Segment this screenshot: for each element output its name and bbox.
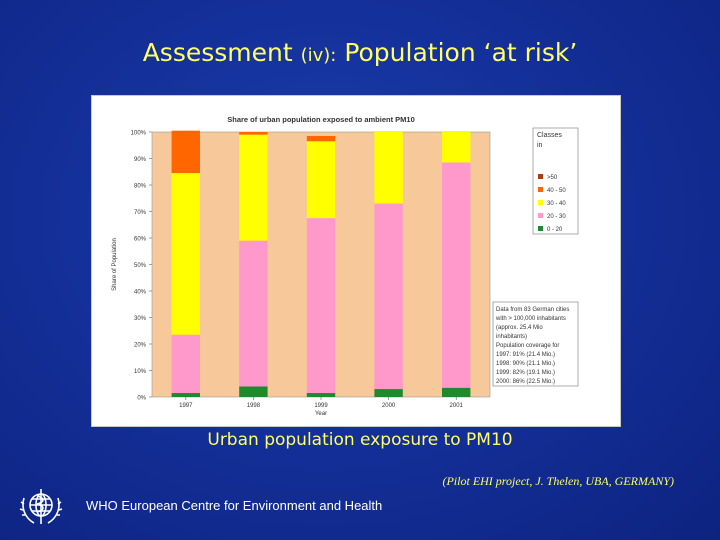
bar-segment [239, 386, 268, 397]
y-tick-label: 40% [134, 290, 147, 296]
x-tick-label: 1997 [179, 403, 193, 409]
legend-swatch [538, 200, 543, 205]
y-tick-label: 60% [134, 237, 147, 243]
bar-segment [442, 132, 471, 163]
bar-segment [171, 130, 200, 174]
note-line: 1997: 91% (21.4 Mio.) [496, 352, 555, 358]
note-line: 1998: 90% (21.1 Mio.) [496, 361, 555, 367]
note-box [492, 301, 579, 387]
bar-segment [442, 162, 471, 388]
bar-segment [239, 240, 268, 387]
bar-segment [171, 334, 200, 394]
legend-entry: 40 - 50 [547, 188, 566, 194]
y-tick-label: 90% [134, 157, 147, 163]
x-axis-label: Year [315, 411, 327, 417]
x-tick-label: 2000 [382, 403, 396, 409]
legend-title: Classes [537, 132, 562, 139]
bar-segment [171, 173, 200, 335]
note-line: Population coverage for [496, 343, 559, 349]
y-tick-label: 30% [134, 316, 147, 322]
bar-segment [374, 132, 403, 204]
bar-segment [374, 389, 403, 397]
chart-caption: Urban population exposure to PM10 [207, 430, 513, 450]
legend-entry: 30 - 40 [547, 201, 566, 207]
x-tick-label: 2001 [450, 403, 464, 409]
chart-figure: Share of urban population exposed to amb… [92, 96, 620, 426]
bar-segment [171, 393, 200, 397]
bar-segment [442, 387, 471, 397]
bar-segment [306, 141, 336, 219]
legend-swatch [538, 174, 543, 179]
note-line: inhabitants) [496, 334, 527, 340]
who-logo-icon [19, 489, 63, 524]
y-tick-label: 70% [134, 210, 147, 216]
title-rest: Population ‘at risk’ [344, 38, 578, 67]
title-small: (iv): [300, 45, 337, 66]
bar-segment [239, 134, 268, 241]
legend-swatch [538, 213, 543, 218]
legend-swatch [538, 187, 543, 192]
y-tick-label: 50% [134, 263, 147, 269]
note-line: 2000: 86% (22.5 Mio.) [496, 379, 555, 385]
bar-segment [306, 393, 336, 397]
source-credit: (Pilot EHI project, J. Thelen, UBA, GERM… [442, 474, 674, 488]
note-line: Data from 83 German cities [496, 307, 569, 313]
bar-segment [374, 203, 403, 390]
x-tick-label: 1999 [314, 403, 328, 409]
y-tick-label: 0% [137, 396, 146, 402]
note-line: with > 100,000 inhabitants [495, 316, 566, 322]
legend-entry: 0 - 20 [547, 227, 563, 233]
y-tick-label: 10% [134, 369, 147, 375]
legend-subtitle: in [537, 142, 543, 149]
y-tick-label: 80% [134, 184, 147, 190]
bar-segment [306, 135, 336, 142]
bar-segment [239, 132, 268, 135]
y-tick-label: 100% [131, 131, 147, 137]
note-line: 1999: 82% (19.1 Mio.) [496, 370, 555, 376]
note-line: (approx. 25.4 Mio [496, 325, 543, 331]
footer-organization: WHO European Centre for Environment and … [86, 498, 383, 513]
legend-swatch [538, 226, 543, 231]
y-axis-label: Share of Population [112, 238, 118, 291]
legend-entry: 20 - 30 [547, 214, 566, 220]
bar-segment [306, 218, 336, 394]
title-main: Assessment [142, 38, 293, 67]
chart-title: Share of urban population exposed to amb… [227, 115, 415, 124]
slide-title: Assessment (iv): Population ‘at risk’ [0, 38, 720, 67]
y-tick-label: 20% [134, 343, 147, 349]
x-tick-label: 1998 [247, 403, 261, 409]
stacked-bar-chart: Share of urban population exposed to amb… [112, 115, 579, 417]
legend-entry: >50 [547, 175, 558, 181]
